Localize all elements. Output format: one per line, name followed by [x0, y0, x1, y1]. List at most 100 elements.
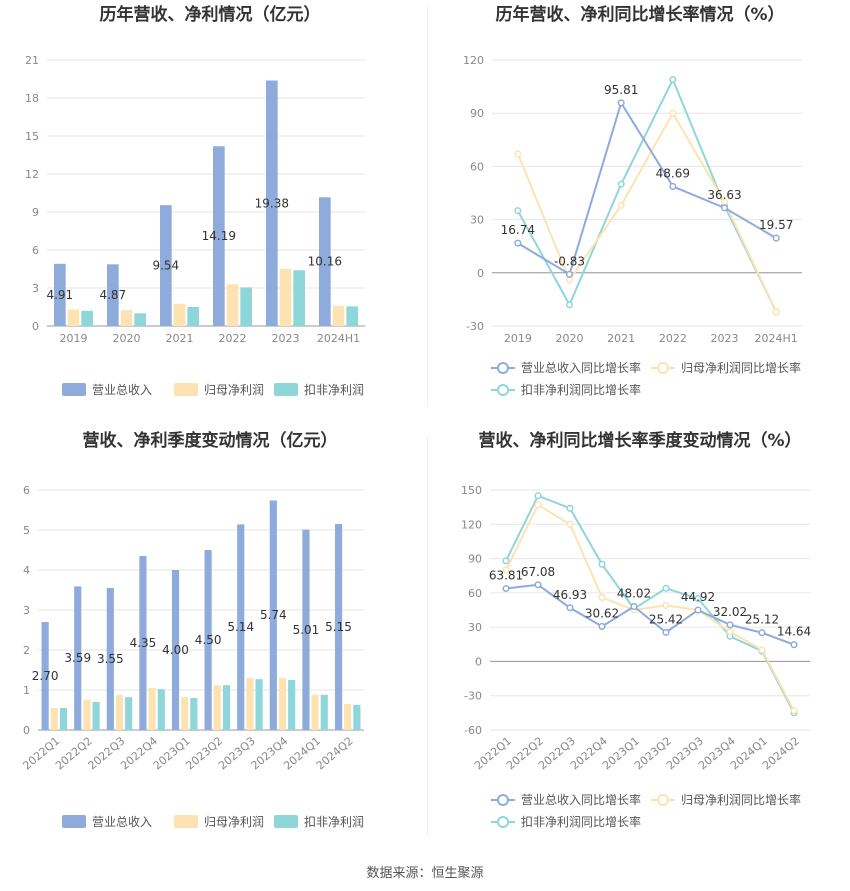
data-source-note: 数据来源：恒生聚源	[366, 866, 484, 881]
point-revenue-growth	[726, 621, 734, 629]
legend-label: 营业总收入同比增长率	[521, 360, 641, 375]
legend-marker	[497, 816, 509, 828]
x-tick-label: 2023	[272, 332, 300, 345]
point-net-profit-growth	[772, 308, 780, 316]
bar-revenue	[334, 524, 343, 730]
bar-net-profit	[148, 688, 156, 730]
legend-swatch	[174, 383, 198, 396]
chart-svg: 历年营收、净利同比增长率情况（%） -30 0 30 60 90 120 2019 2020 20…	[463, 4, 802, 397]
point-deducted-profit-growth	[566, 504, 574, 512]
x-tick-label: 2019	[504, 332, 532, 345]
y-tick-label: 4	[23, 564, 30, 577]
y-tick-label: 0	[32, 320, 39, 333]
chart-svg: 历年营收、净利情况（亿元） 0 3 6 9 12 15 18 21 2019 2020 2021 202…	[25, 4, 365, 397]
bar-data-label: 3.59	[64, 651, 91, 665]
point-revenue-growth	[694, 606, 702, 614]
legend-label: 营业总收入同比增长率	[521, 792, 641, 807]
x-tick-label: 2024Q2	[314, 734, 356, 772]
y-tick-label: 12	[25, 168, 39, 181]
legend-marker	[657, 794, 669, 806]
bar-net-profit	[50, 708, 58, 730]
line-data-label: 36.63	[707, 188, 741, 202]
bar-revenue	[41, 622, 49, 730]
point-deducted-profit-growth	[617, 180, 625, 188]
bar-net-profit	[115, 694, 124, 730]
legend-swatch	[62, 815, 86, 828]
x-tick-label: 2022	[659, 332, 687, 345]
point-revenue-growth	[790, 641, 798, 649]
line-data-label: 48.69	[656, 166, 690, 180]
annual-growth-rate-chart: 历年营收、净利同比增长率情况（%） -30 0 30 60 90 120 2019 2020 20…	[425, 0, 850, 430]
point-revenue-growth	[630, 602, 638, 611]
y-tick-label: 9	[32, 206, 39, 219]
line-deducted-profit-growth	[505, 494, 795, 714]
legend-label: 营业总收入	[92, 383, 152, 397]
legend-marker	[497, 794, 509, 806]
point-deducted-profit-growth	[662, 584, 670, 592]
y-tick-label: 5	[23, 524, 30, 537]
point-deducted-profit-growth	[598, 560, 606, 568]
bar-data-label: 9.54	[152, 259, 179, 273]
point-revenue-growth	[669, 182, 677, 191]
legend-label: 归母净利润同比增长率	[681, 792, 801, 807]
line-data-label: 48.02	[617, 587, 651, 601]
quarterly-revenue-profit-chart: 营收、净利季度变动情况（亿元） 0 1 2 3 4 5 6 2022Q1 2022Q2 2022Q3…	[0, 430, 425, 860]
y-tick-label: -60	[464, 724, 482, 737]
bar-deducted-profit	[157, 689, 165, 730]
bar-data-label: 19.38	[255, 196, 289, 210]
y-tick-label: 60	[468, 587, 482, 600]
point-revenue-growth	[662, 628, 670, 636]
bar-data-label: 4.35	[130, 636, 157, 650]
bar-net-profit	[278, 678, 287, 730]
bar-deducted-profit	[293, 270, 305, 326]
bar-data-label: 5.15	[325, 620, 352, 634]
y-tick-label: 90	[470, 107, 484, 120]
bar-data-label: 5.01	[293, 623, 320, 637]
line-deducted-profit-growth	[516, 77, 778, 313]
y-tick-label: 3	[23, 604, 30, 617]
point-revenue-growth	[514, 239, 522, 247]
y-tick-label: 3	[32, 282, 39, 295]
point-revenue-growth	[565, 270, 574, 278]
y-tick-label: 15	[25, 130, 39, 143]
line-data-label: 25.12	[745, 613, 779, 627]
x-tick-label: 2021	[607, 332, 635, 345]
point-net-profit-growth	[726, 628, 734, 636]
bar-deducted-profit	[222, 685, 231, 730]
legend-label: 扣非净利润同比增长率	[521, 382, 641, 397]
x-tick-label: 2021	[166, 332, 194, 345]
point-deducted-profit-growth	[502, 557, 510, 565]
line-data-label: 63.81	[489, 569, 523, 583]
bar-deducted-profit	[125, 697, 133, 730]
bar-net-profit	[120, 310, 133, 326]
bar-net-profit	[67, 309, 80, 326]
x-tick-label: 2024H1	[317, 332, 360, 345]
y-tick-label: 6	[32, 244, 39, 257]
y-tick-label: -30	[464, 690, 482, 703]
annual-revenue-profit-chart: 历年营收、净利情况（亿元） 0 3 6 9 12 15 18 21 2019 2020 2021 202…	[0, 0, 425, 430]
point-net-profit-growth	[565, 276, 574, 284]
legend-label: 扣非净利润	[304, 815, 364, 829]
point-deducted-profit-growth	[669, 75, 677, 84]
bar-deducted-profit	[240, 287, 252, 326]
y-tick-label: 0	[477, 267, 484, 280]
bar-revenue	[139, 556, 147, 730]
bar-deducted-profit	[81, 310, 93, 326]
bar-revenue	[54, 263, 66, 326]
point-net-profit-growth	[514, 150, 522, 158]
y-tick-label: 120	[461, 518, 482, 531]
y-tick-label: 30	[470, 214, 484, 227]
line-data-label: 32.02	[713, 605, 747, 619]
legend-swatch	[174, 815, 198, 828]
bar-data-label: 5.74	[260, 608, 287, 622]
x-tick-label: 2024Q2	[760, 734, 802, 772]
y-tick-label: 6	[23, 484, 30, 497]
x-tick-label: 2019	[60, 332, 88, 345]
legend-label: 归母净利润	[204, 815, 264, 829]
point-revenue-growth	[758, 629, 766, 637]
bar-net-profit	[332, 305, 345, 326]
bar-deducted-profit	[255, 679, 263, 730]
bar-deducted-profit	[187, 307, 199, 326]
point-revenue-growth	[617, 99, 625, 107]
line-data-label: 46.93	[553, 588, 587, 602]
